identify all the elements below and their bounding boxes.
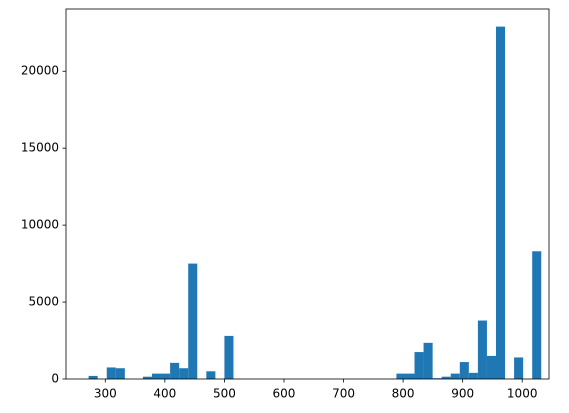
x-tick-label: 300	[94, 387, 117, 401]
bar	[206, 371, 216, 379]
bar	[477, 320, 487, 379]
y-tick-label: 10000	[21, 218, 59, 232]
bar	[459, 362, 469, 379]
bar	[179, 368, 189, 379]
bar	[88, 375, 98, 379]
bar	[161, 373, 171, 379]
bar	[532, 251, 542, 379]
y-tick-label: 5000	[28, 295, 59, 309]
bar	[106, 367, 116, 379]
bar	[224, 335, 234, 379]
y-tick-label: 15000	[21, 141, 59, 155]
axes-frame	[65, 8, 550, 380]
x-tick-label: 600	[273, 387, 296, 401]
x-tick-label: 800	[392, 387, 415, 401]
x-tick-label: 900	[451, 387, 474, 401]
bar	[486, 355, 496, 379]
bar	[396, 373, 406, 379]
bar	[441, 376, 451, 379]
y-tick-label: 0	[51, 372, 59, 386]
bar	[405, 373, 415, 379]
bar	[170, 362, 180, 379]
x-tick-label: 500	[213, 387, 236, 401]
bar	[423, 342, 433, 379]
bar	[450, 373, 460, 379]
bar	[468, 372, 478, 379]
x-tick-label: 1000	[507, 387, 538, 401]
bar	[414, 352, 424, 379]
bar	[151, 373, 162, 379]
bar	[514, 357, 524, 379]
y-tick-label: 20000	[21, 64, 59, 78]
bar	[188, 263, 198, 379]
bar	[495, 26, 506, 379]
x-tick-label: 400	[153, 387, 176, 401]
bar	[142, 376, 152, 379]
bar	[115, 368, 125, 379]
x-tick-label: 700	[332, 387, 355, 401]
